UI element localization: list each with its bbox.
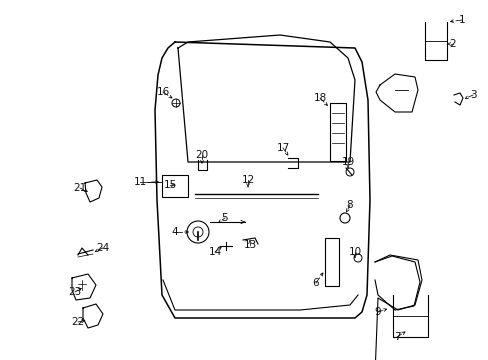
Text: 10: 10 — [348, 247, 361, 257]
Text: 2: 2 — [449, 39, 455, 49]
Text: 18: 18 — [313, 93, 326, 103]
Text: 12: 12 — [241, 175, 254, 185]
Bar — [329, 103, 346, 161]
Text: 5: 5 — [221, 213, 228, 223]
Text: 3: 3 — [469, 90, 475, 100]
Text: 7: 7 — [393, 332, 400, 342]
Text: 22: 22 — [71, 317, 84, 327]
Text: 21: 21 — [73, 183, 86, 193]
Text: 6: 6 — [312, 278, 319, 288]
Text: 19: 19 — [341, 157, 354, 167]
Bar — [325, 238, 338, 286]
Bar — [162, 175, 187, 197]
Text: 16: 16 — [156, 87, 169, 97]
Text: 4: 4 — [171, 227, 178, 237]
Text: 8: 8 — [346, 200, 353, 210]
Text: 24: 24 — [96, 243, 109, 253]
Text: 15: 15 — [163, 180, 176, 190]
Text: 20: 20 — [195, 150, 208, 160]
Text: 23: 23 — [68, 287, 81, 297]
Text: 14: 14 — [208, 247, 221, 257]
Text: 9: 9 — [374, 307, 381, 317]
Text: 13: 13 — [243, 240, 256, 250]
Text: 1: 1 — [458, 15, 465, 25]
Text: 11: 11 — [133, 177, 146, 187]
Text: 17: 17 — [276, 143, 289, 153]
